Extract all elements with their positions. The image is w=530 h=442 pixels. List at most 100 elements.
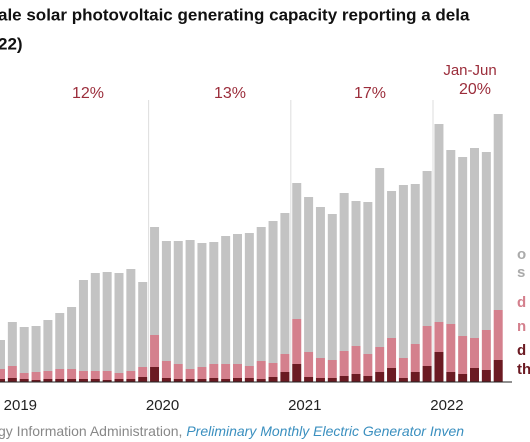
bar-segment xyxy=(458,336,468,374)
bar-segment xyxy=(138,377,148,382)
bar-segment xyxy=(233,364,242,378)
bar-segment xyxy=(410,184,420,344)
bar-segment xyxy=(315,207,325,358)
bar-segment xyxy=(398,185,408,358)
bar-segment xyxy=(410,372,420,382)
bar-segment xyxy=(43,320,53,371)
bar-segment xyxy=(351,346,361,374)
bar-segment xyxy=(387,368,397,382)
bar-segment xyxy=(339,193,349,351)
source-link: Preliminary Monthly Electric Generator I… xyxy=(186,423,464,439)
bar-segment xyxy=(493,310,503,360)
bar-segment xyxy=(0,340,5,369)
bar-segment xyxy=(268,363,278,377)
bar-segment xyxy=(173,379,183,382)
bar-segment xyxy=(363,376,373,382)
bar-segment xyxy=(387,338,397,368)
bar-segment xyxy=(280,354,290,372)
bar-segment xyxy=(126,371,136,379)
bar-segment xyxy=(268,377,278,382)
bar-segment xyxy=(304,352,314,377)
annotation: Jan-Jun xyxy=(443,62,496,79)
legend-label: o xyxy=(517,246,526,263)
bar-segment xyxy=(209,242,219,364)
bar-segment xyxy=(161,241,171,361)
bar-segment xyxy=(292,319,302,364)
legend-label: th xyxy=(517,361,530,378)
annotation: 12% xyxy=(72,85,104,102)
bar-segment xyxy=(197,379,207,382)
bar-segment xyxy=(434,322,444,352)
chart-title: 22) xyxy=(0,34,23,53)
bar-segment xyxy=(31,326,41,372)
bar-segment xyxy=(126,269,136,371)
bar-segment xyxy=(55,379,65,382)
bar-segment xyxy=(7,322,17,366)
bar-segment xyxy=(470,148,479,338)
bar-segment xyxy=(31,380,41,382)
bar-segment xyxy=(78,280,88,371)
bar-segment xyxy=(221,364,231,379)
bar-segment xyxy=(114,379,124,382)
bar-segment xyxy=(90,371,100,379)
bar-segment xyxy=(470,338,479,368)
bar-segment xyxy=(434,124,444,322)
bar-segment xyxy=(398,378,408,382)
bar-segment xyxy=(126,379,136,382)
bar-segment xyxy=(55,313,65,369)
bar-segment xyxy=(197,243,207,367)
bar-segment xyxy=(493,360,503,382)
bar-segment xyxy=(268,221,278,363)
bar-segment xyxy=(161,361,171,378)
source: gy Information Administration, Prelimina… xyxy=(0,423,464,439)
bar-segment xyxy=(114,373,124,379)
bar-segment xyxy=(90,379,100,382)
bar-segment xyxy=(209,378,219,382)
annotation: 20% xyxy=(459,81,491,98)
bar-segment xyxy=(55,369,65,379)
bar-segment xyxy=(256,379,266,382)
bar-segment xyxy=(481,370,491,382)
bar-segment xyxy=(422,326,432,366)
bar-segment xyxy=(161,378,171,382)
bar-segment xyxy=(78,371,88,379)
bar-segment xyxy=(138,282,148,367)
bar-segment xyxy=(280,213,290,354)
bar-segment xyxy=(351,201,361,346)
bar-segment xyxy=(19,327,29,373)
bar-segment xyxy=(256,227,266,361)
bar-segment xyxy=(185,379,195,382)
bar-segment xyxy=(150,367,160,382)
bar-segment xyxy=(458,374,468,382)
annotation: 17% xyxy=(354,85,386,102)
bar-segment xyxy=(375,168,385,347)
legend-label: d xyxy=(517,294,526,311)
bar-segment xyxy=(67,369,77,379)
bar-segment xyxy=(31,372,41,380)
bar-segment xyxy=(7,366,17,378)
bar-segment xyxy=(493,114,503,310)
bar-segment xyxy=(233,378,242,382)
bar-segment xyxy=(0,379,5,382)
bar-segment xyxy=(446,150,456,324)
bar-segment xyxy=(67,379,77,382)
legend-label: s xyxy=(517,264,525,281)
bar-segment xyxy=(387,191,397,338)
bar-segment xyxy=(458,157,468,336)
bar-segment xyxy=(221,379,231,382)
bar-segment xyxy=(315,378,325,382)
bar-segment xyxy=(244,233,254,366)
x-tick-label: 2020 xyxy=(146,397,179,414)
chart-title: ale solar photovoltaic generating capaci… xyxy=(0,5,470,24)
bar-segment xyxy=(470,368,479,382)
bar-segment xyxy=(327,214,337,360)
x-tick-label: 2019 xyxy=(4,397,37,414)
bar-segment xyxy=(339,376,349,382)
bar-segment xyxy=(7,378,17,382)
bar-segment xyxy=(221,236,231,364)
bar-segment xyxy=(422,171,432,326)
bar-segment xyxy=(197,367,207,379)
bar-segment xyxy=(256,361,266,379)
bar-segment xyxy=(185,369,195,379)
